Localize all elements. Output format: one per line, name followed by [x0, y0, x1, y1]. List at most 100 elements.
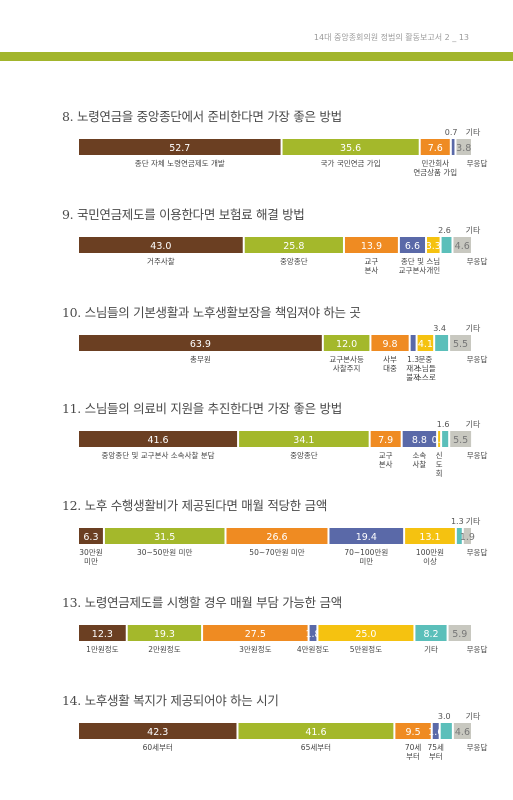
data-label: 7.9: [378, 435, 393, 446]
stacked-bar-chart: 12.3 1만원정도 19.3 2만원정도 27.5 3만원정도 1.8 4만원정도 25.0 5…: [79, 625, 488, 654]
chart-block-14: 14. 노후생활 복지가 제공되어야 하는 시기 42.3 60세부터 41.6 65세…: [0, 690, 513, 784]
stacked-bar-chart: 52.7 종단 자체 노령연금제도 개발 35.6 국가 국민연금 가입 7.6 민간회사…: [79, 128, 487, 177]
chart-block-9: 9. 국민연금제도를 이용한다면 보험료 해결 방법 43.0 거주사찰 25.8 중앙…: [0, 204, 513, 298]
data-label: 3.0: [438, 712, 451, 721]
data-label: 1.6: [437, 420, 450, 429]
category-label: 미만: [84, 557, 98, 566]
other-label: 기타: [466, 128, 481, 137]
data-label: 3.3: [426, 241, 441, 252]
chart-block-11: 11. 스님들의 의료비 지원을 추진한다면 가장 좋은 방법 41.6 중앙종단 …: [0, 398, 513, 492]
bar-segment: [440, 723, 452, 739]
bar-segment: [415, 625, 447, 641]
category-label: 1만원정도: [86, 644, 118, 654]
category-label: 개인: [426, 265, 440, 275]
data-label: 12.3: [92, 629, 113, 640]
other-label: 기타: [466, 712, 481, 721]
bar-segment: [239, 431, 369, 447]
data-label: 1.9: [460, 532, 475, 543]
bar-segment: [323, 335, 370, 351]
data-label: 4.1: [418, 339, 433, 350]
data-label: 4.6: [455, 241, 470, 252]
category-label: 50~70만원 미만: [249, 548, 304, 557]
bar-segment: [282, 139, 419, 155]
bar-segment: [402, 431, 437, 447]
data-label: 2.6: [438, 226, 451, 235]
bar-segment: [399, 237, 426, 253]
bar-segment: [456, 139, 471, 155]
data-label: 3.8: [456, 143, 471, 154]
category-label: 30~50만원 미만: [137, 548, 192, 557]
category-label: 60세부터: [143, 743, 173, 752]
category-label: 거주사찰: [147, 256, 175, 266]
data-label: 9.5: [406, 727, 421, 738]
bar-segment: [410, 335, 416, 351]
data-label: 13.1: [419, 532, 440, 543]
category-label: 종단 및: [401, 256, 424, 266]
category-label: 재가: [406, 364, 420, 373]
bar-segment: [453, 723, 471, 739]
category-label: 부터: [429, 752, 443, 761]
bar-segment: [79, 237, 243, 253]
data-label: 13.9: [361, 241, 382, 252]
category-label: 대중: [383, 364, 397, 373]
category-label: 교구본사: [399, 266, 427, 275]
bar-segment: [318, 625, 414, 641]
category-label: 중앙종단: [280, 256, 308, 266]
category-label: 본사: [379, 460, 393, 469]
chart-title: 9. 국민연금제도를 이용한다면 보험료 해결 방법: [62, 207, 305, 222]
data-label: 41.6: [305, 727, 326, 738]
bar-segment: [244, 237, 343, 253]
category-label: 스스로: [415, 373, 436, 382]
category-label: 교구본사등: [329, 355, 364, 364]
bar-segment: [432, 723, 439, 739]
data-label: 3.4: [433, 324, 446, 333]
category-label: 스님: [426, 257, 440, 266]
category-label: 민간회사: [421, 158, 449, 168]
category-label: 사찰: [412, 459, 426, 469]
category-label: 종단 자체 노령연금제도 개발: [135, 158, 225, 168]
data-label: 42.3: [147, 727, 168, 738]
category-label: 기타: [424, 645, 438, 654]
category-label: 중앙종단: [290, 450, 318, 460]
data-label: 52.7: [169, 143, 190, 154]
other-label: 기타: [466, 517, 481, 526]
bar-segment: [344, 237, 398, 253]
bar-segment: [435, 335, 449, 351]
data-label: 5.5: [453, 435, 468, 446]
category-label: 스님들: [415, 364, 436, 373]
data-label: 5.9: [452, 629, 467, 640]
bar-segment: [238, 723, 394, 739]
bar-segment: [203, 625, 308, 641]
category-label: 이상: [423, 556, 437, 566]
category-label: 국가 국민연금 가입: [321, 158, 381, 168]
category-label: 부터: [406, 752, 420, 761]
other-label: 기타: [466, 226, 481, 235]
chart-title: 8. 노령연금을 중앙종단에서 준비한다면 가장 좋은 방법: [62, 109, 342, 124]
bar-segment: [417, 335, 434, 351]
data-label: 41.6: [147, 435, 168, 446]
data-label: 6.3: [83, 532, 98, 543]
category-label: 사부: [383, 355, 397, 364]
bar-segment: [453, 237, 471, 253]
data-label: 1.8: [305, 629, 320, 640]
bar-segment: [395, 723, 431, 739]
category-label: 무응답: [467, 644, 488, 654]
category-label: 본사: [365, 266, 379, 275]
header-text: 14대 중앙종회의원 정범의 활동보고서 2 _ 13: [313, 33, 469, 42]
other-label: 기타: [466, 420, 481, 429]
bar-segment: [450, 335, 471, 351]
data-label: 5.5: [453, 339, 468, 350]
bar-segment: [420, 139, 450, 155]
category-label: 교구: [379, 451, 393, 460]
data-label: 35.6: [340, 143, 361, 154]
bar-segment: [456, 528, 462, 544]
category-label: 1.3: [407, 355, 419, 364]
chart-block-12: 12. 노후 수행생활비가 제공된다면 매월 적당한 금액 6.3 30만원 미만 31…: [0, 495, 513, 589]
category-label: 30만원: [79, 548, 102, 557]
category-label: 75세: [428, 743, 445, 752]
category-label: 100만원: [416, 548, 444, 557]
category-label: 무응답: [467, 354, 488, 364]
